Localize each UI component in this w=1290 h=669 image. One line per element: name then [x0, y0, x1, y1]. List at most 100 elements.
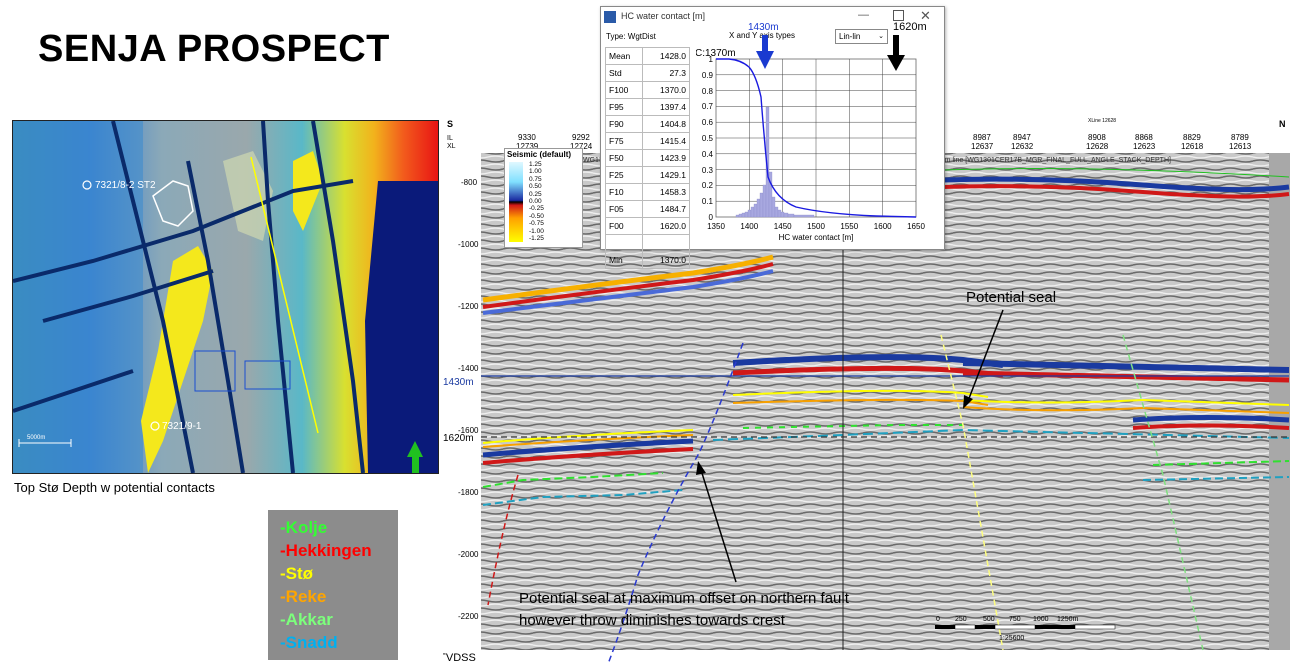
x-tick: 1650: [907, 222, 925, 231]
legend-item-hekkingen: -Hekkingen: [280, 541, 372, 560]
trace-il: 8987: [973, 133, 991, 142]
arrow-down-icon: [756, 51, 774, 69]
scale-tick: 500: [983, 616, 995, 623]
trace-il: 8947: [1013, 133, 1031, 142]
formation-legend: -Kolje -Hekkingen -Stø -Reke -Akkar -Sna…: [268, 510, 398, 660]
contact-label-1620: 1620m: [443, 433, 474, 444]
stat-key: F05: [605, 200, 643, 218]
window-titlebar[interactable]: HC water contact [m] — ✕: [601, 7, 944, 29]
trace-il: 8868: [1135, 133, 1153, 142]
x-tick: 1450: [774, 222, 792, 231]
y-tick: 0: [709, 213, 714, 222]
well-label: 7321/9-1: [162, 421, 202, 432]
direction-north: N: [1279, 119, 1286, 129]
depth-tick: -1000: [458, 240, 479, 249]
trace-il: 8829: [1183, 133, 1201, 142]
colorbar-tick: 1.00: [529, 168, 542, 176]
table-row: Std 27.3: [605, 64, 690, 82]
table-row: F10 1458.3: [605, 183, 690, 201]
stat-value: 1429.1: [642, 166, 690, 184]
map-caption: Top Stø Depth w potential contacts: [14, 480, 215, 495]
contact-label-1430: 1430m: [443, 377, 474, 388]
hc-contact-window[interactable]: HC water contact [m] — ✕ Type: WgtDist X…: [600, 6, 945, 269]
depth-map-image: 5000m 7321/8-2 ST2 7321/9-1: [13, 121, 438, 473]
axis-types-select[interactable]: Lin-lin ⌄: [835, 29, 888, 44]
legend-item-kolje: -Kolje: [280, 518, 328, 537]
legend-item-sto: -Stø: [280, 564, 314, 583]
table-row: Mean 1428.0: [605, 47, 690, 65]
y-tick: 0.5: [702, 134, 714, 143]
colorbar-tick: 0.50: [529, 183, 542, 191]
stat-value: 1370.0: [642, 251, 690, 269]
annotation-line-1: Potential seal at maximum offset on nort…: [519, 590, 850, 607]
x-tick: 1550: [840, 222, 858, 231]
table-row: F00 1620.0: [605, 217, 690, 235]
table-row: F95 1397.4: [605, 98, 690, 116]
y-tick: 0.7: [702, 102, 714, 111]
table-row: F05 1484.7: [605, 200, 690, 218]
marker-1430-label: 1430m: [748, 22, 779, 33]
stat-value: 1415.4: [642, 132, 690, 150]
scale-tick: 750: [1009, 616, 1021, 623]
y-tick: 0.2: [702, 181, 714, 190]
legend-item-snadd: -Snadd: [280, 633, 338, 652]
depth-map: 5000m 7321/8-2 ST2 7321/9-1: [12, 120, 439, 474]
colorbar-tick: -0.50: [529, 212, 544, 220]
stat-key: F10: [605, 183, 643, 201]
depth-tick: -800: [461, 178, 478, 187]
table-row: Min 1370.0: [605, 251, 690, 269]
colorbar-tick: 1.25: [529, 161, 542, 168]
close-icon[interactable]: ✕: [920, 8, 931, 23]
direction-south: S: [447, 119, 453, 129]
stat-value: 1620.0: [642, 217, 690, 235]
table-row: F25 1429.1: [605, 166, 690, 184]
colorbar-tick: 0.00: [529, 198, 542, 206]
marker-1620-label: 1620m: [893, 21, 927, 33]
stat-key: F100: [605, 81, 643, 99]
trace-il: 9292: [572, 133, 590, 142]
x-tick: 1500: [807, 222, 825, 231]
trace-xl: 12613: [1229, 142, 1252, 151]
y-tick: 0.6: [702, 118, 714, 127]
x-tick: 1400: [740, 222, 758, 231]
colorbar-gradient: [509, 162, 523, 242]
scale-tick: 1000: [1033, 616, 1049, 623]
axis-types-value: Lin-lin: [839, 32, 861, 41]
y-tick: 0.1: [702, 197, 714, 206]
trace-xl: 12637: [971, 142, 994, 151]
annotation-line-2: however throw diminishes towards crest: [519, 612, 786, 629]
colorbar-tick: -0.75: [529, 220, 544, 228]
colorbar-tick: -1.25: [529, 235, 544, 243]
colorbar-tick: -1.00: [529, 227, 544, 235]
table-row: F75 1415.4: [605, 132, 690, 150]
stat-key: F95: [605, 98, 643, 116]
north-arrow-icon: [412, 455, 419, 473]
legend-item-akkar: -Akkar: [280, 610, 333, 629]
section-scale-bar: [935, 624, 1116, 630]
trace-il: 8908: [1088, 133, 1106, 142]
stat-key: F50: [605, 149, 643, 167]
stat-value: 1397.4: [642, 98, 690, 116]
stat-value: 1370.0: [642, 81, 690, 99]
il-label: IL: [447, 135, 453, 142]
seismic-colorbar: Seismic (default) 1.25 1.00 0.75 0.50 0.…: [504, 148, 583, 248]
legend-item-reke: -Reke: [280, 587, 327, 606]
maximize-icon[interactable]: [893, 10, 904, 21]
stat-value: 1428.0: [642, 47, 690, 65]
stat-key: F90: [605, 115, 643, 133]
colorbar-tick: 0.25: [529, 190, 542, 198]
y-tick: 1: [709, 55, 714, 64]
table-row: F100 1370.0: [605, 81, 690, 99]
x-tick: 1600: [874, 222, 892, 231]
stat-value: 1458.3: [642, 183, 690, 201]
y-tick: 0.3: [702, 166, 714, 175]
scale-tick: 1250m: [1057, 616, 1079, 623]
x-axis-label: HC water contact [m]: [779, 233, 854, 242]
potential-seal-label: Potential seal: [966, 289, 1056, 306]
section-header: ndom line [WG1301CER17B_MGR_FINAL_FULL_A…: [933, 157, 1171, 164]
stat-key: Mean: [605, 47, 643, 65]
minimize-icon[interactable]: —: [858, 9, 869, 21]
stats-table: Mean 1428.0 Std 27.3 F100 1370.0 F95 1397.4 …: [605, 47, 690, 269]
trace-xl: 12632: [1011, 142, 1034, 151]
well-marker-icon: [82, 180, 92, 190]
